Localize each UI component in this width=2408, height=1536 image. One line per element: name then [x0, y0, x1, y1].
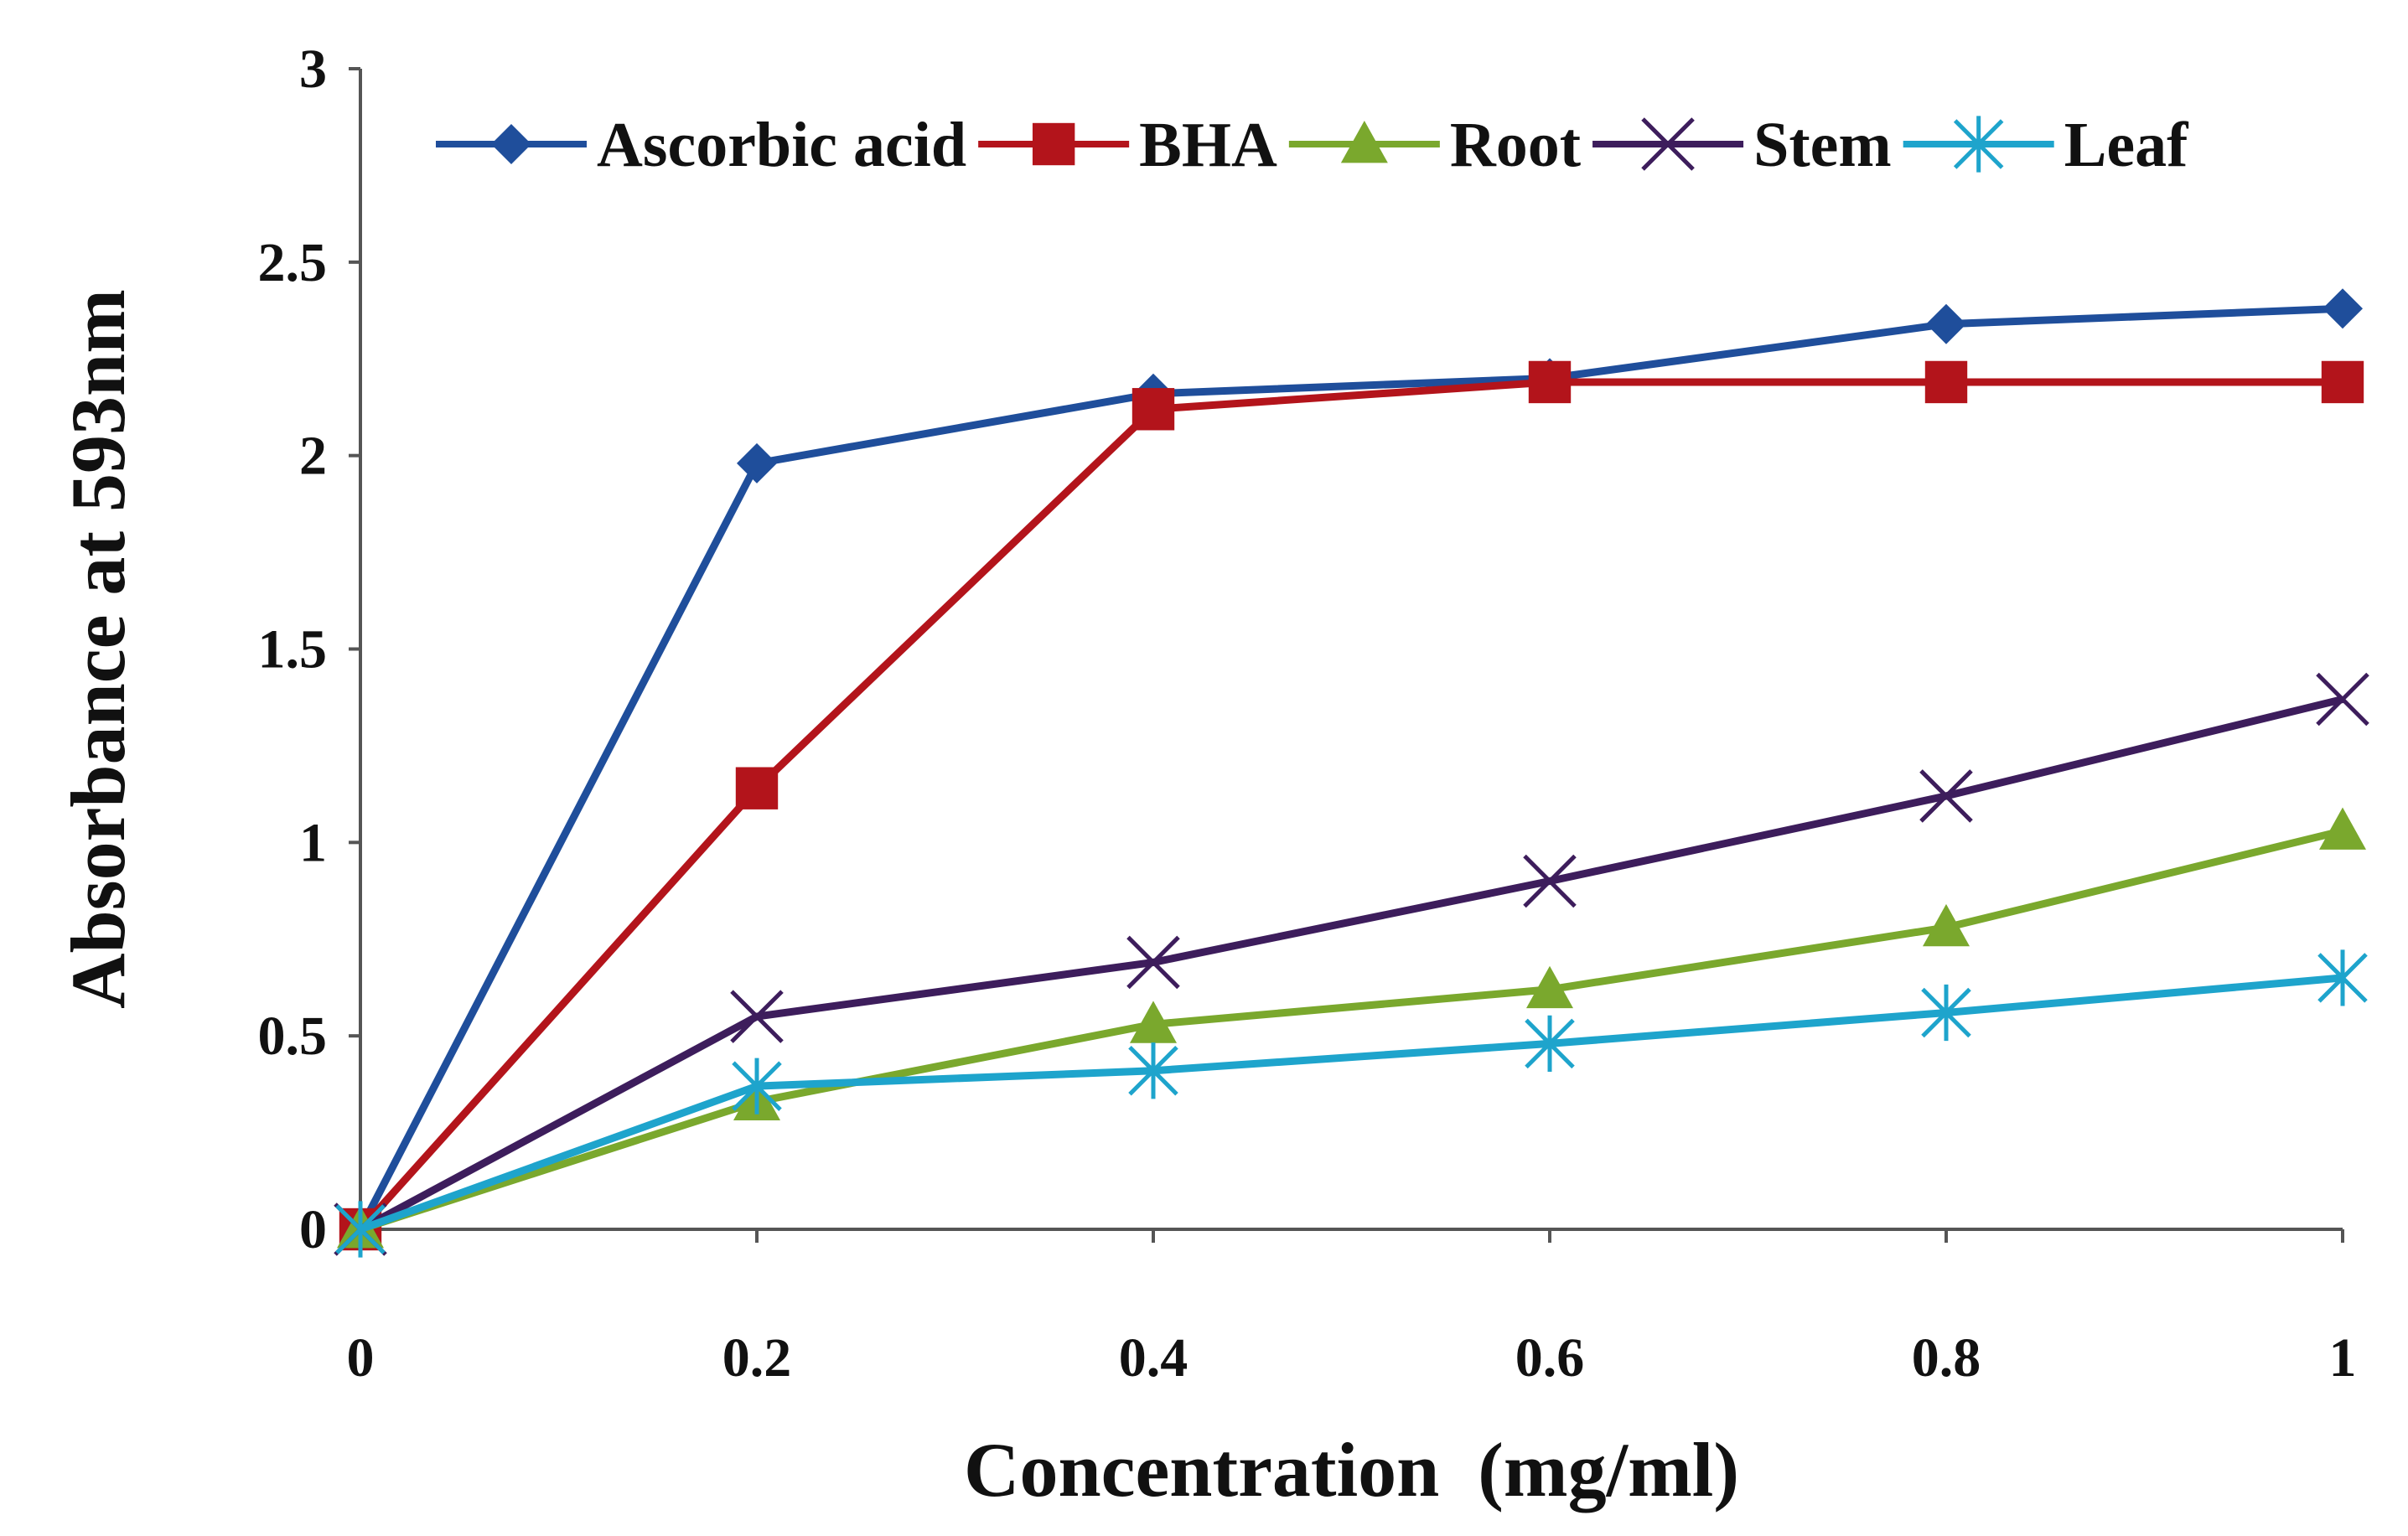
data-point-stem: [730, 990, 784, 1043]
series-line-root: [359, 827, 2344, 1233]
series-root: [337, 807, 2366, 1249]
data-point-leaf: [335, 1201, 386, 1258]
data-point-bha: [2321, 360, 2364, 404]
x-tick-label: 0.8: [1912, 1327, 1981, 1389]
series-line-stem: [358, 696, 2344, 1233]
y-tick-label: 1.5: [258, 619, 328, 680]
y-tick-label: 0.5: [258, 1006, 328, 1067]
y-tick-label: 0: [299, 1199, 327, 1260]
x-tick-label: 0.6: [1515, 1327, 1585, 1389]
legend: Ascorbic acid BHA Root Stem Leaf: [436, 110, 2189, 180]
legend-item-root: Root: [1288, 110, 1581, 180]
legend-marker-root: [1340, 121, 1388, 163]
y-tick-label: 3: [299, 39, 327, 100]
x-tick-label: 0.2: [722, 1327, 792, 1389]
legend-marker-stem-stroke: [1641, 117, 1695, 171]
legend-item-leaf: Leaf: [1903, 110, 2189, 180]
x-axis-title: Concentration (mg/ml): [964, 1427, 1739, 1513]
legend-item-bha: BHA: [978, 110, 1277, 180]
legend-marker-ascorbic-acid: [491, 124, 531, 164]
data-point-stem: [1919, 769, 1973, 823]
x-tick-label: 1: [2329, 1327, 2357, 1389]
data-point-stem-stroke: [1919, 769, 1973, 823]
data-point-stem: [2316, 672, 2369, 727]
data-point-leaf: [1921, 984, 1971, 1042]
legend-label: Ascorbic acid: [597, 110, 966, 180]
data-point-stem: [1126, 935, 1180, 990]
data-point-leaf: [2317, 949, 2368, 1006]
legend-label: Leaf: [2064, 110, 2189, 180]
data-point-ascorbic-acid: [2323, 288, 2363, 329]
legend-item-ascorbic-acid: Ascorbic acid: [436, 110, 966, 180]
y-tick-label: 2.5: [258, 232, 328, 293]
x-tick-label: 0: [347, 1327, 375, 1389]
data-point-leaf: [1525, 1015, 1575, 1072]
data-point-root: [2319, 807, 2366, 850]
series-line-bha: [357, 378, 2343, 1233]
legend-marker-stem: [1641, 117, 1695, 171]
data-point-stem: [1523, 854, 1577, 908]
data-point-bha: [1528, 360, 1572, 404]
data-point-stem-stroke: [1126, 935, 1180, 990]
series-stem: [334, 672, 2369, 1256]
data-point-leaf: [1128, 1042, 1178, 1099]
legend-label: Root: [1450, 110, 1581, 180]
y-tick-label: 2: [299, 426, 327, 487]
series-line-leaf: [359, 974, 2343, 1233]
data-point-root: [1130, 1001, 1177, 1043]
series-line-ascorbic-acid: [357, 304, 2343, 1232]
data-point-bha: [1132, 388, 1175, 431]
y-tick-label: 1: [299, 812, 327, 873]
tick-marks: 0 0.5 1 1.5 2 2.5 3 0 0.2 0.4 0.6 0.8 1: [258, 39, 2357, 1389]
data-point-ascorbic-acid: [1926, 303, 1966, 344]
legend-item-stem: Stem: [1592, 110, 1892, 180]
legend-marker-leaf: [1953, 116, 2004, 173]
legend-label: Stem: [1753, 110, 1892, 180]
series: [334, 288, 2369, 1258]
data-point-bha: [735, 767, 779, 809]
data-point-root: [1526, 965, 1573, 1009]
data-point-stem-stroke: [2316, 672, 2369, 727]
data-point-stem-stroke: [1523, 854, 1577, 908]
data-point-root: [1923, 903, 1970, 947]
legend-marker-bha: [1032, 122, 1075, 166]
data-point-bha: [1924, 360, 1968, 404]
x-tick-label: 0.4: [1119, 1327, 1188, 1389]
data-point-ascorbic-acid: [737, 442, 777, 484]
series-leaf: [335, 949, 2368, 1258]
series-bha: [339, 360, 2364, 1251]
legend-label: BHA: [1139, 110, 1277, 180]
y-axis-title: Absorbance at 593nm: [55, 289, 141, 1009]
data-point-stem-stroke: [730, 990, 784, 1043]
data-point-leaf: [732, 1058, 782, 1115]
